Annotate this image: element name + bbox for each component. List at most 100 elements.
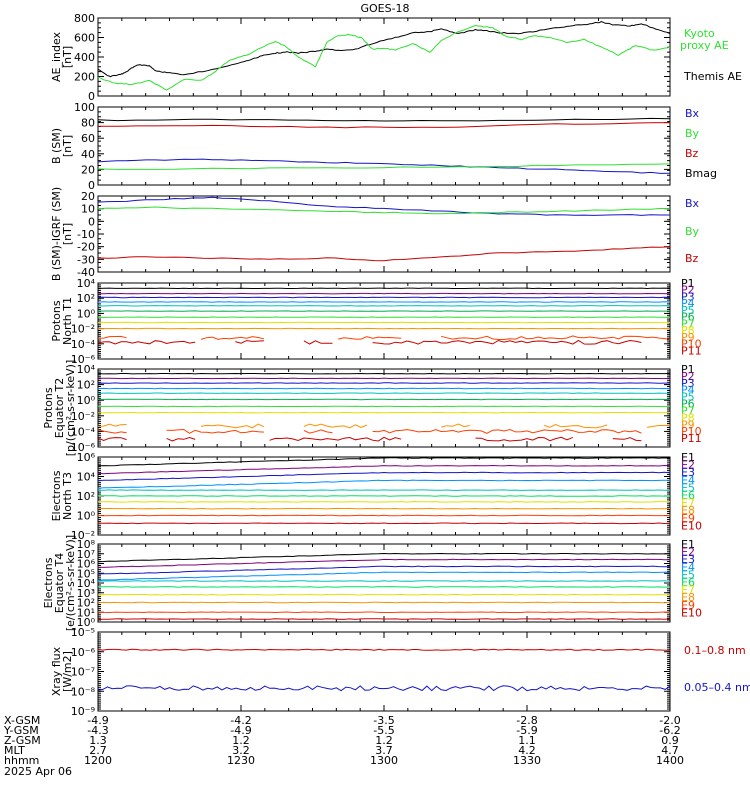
legend-label: E4 (681, 561, 695, 574)
legend-label: proxy AE (680, 39, 729, 52)
y-tick-label: 10² (77, 292, 95, 305)
y-axis-label: ProtonsNorth T1 (50, 297, 74, 345)
series-line (97, 21, 671, 78)
x-row-value: 1230 (227, 754, 255, 767)
y-tick-label: -30 (77, 253, 95, 266)
series-line (97, 514, 670, 517)
series-line (97, 601, 671, 604)
legend-label: E5 (681, 568, 695, 581)
x-row-value: 1.2 (232, 734, 250, 747)
legend-label: E10 (681, 519, 702, 532)
y-axis-label: Xray flux[W/m2] (50, 646, 74, 696)
x-row-value: -2.0 (659, 714, 680, 727)
legend-label: By (685, 127, 700, 140)
series-line (97, 685, 671, 692)
y-axis-label-line: [W/m2] (61, 651, 74, 692)
legend-label: Bz (685, 147, 699, 160)
y-axis-label-line: [nT] (61, 223, 74, 245)
series-line (97, 423, 127, 427)
x-row-name: Z-GSM (4, 734, 41, 747)
series-line (97, 558, 670, 568)
series-line (97, 571, 671, 581)
y-tick-label: 20 (81, 190, 95, 203)
x-row-name: MLT (4, 744, 25, 757)
y-axis-label-line: B (SM)-IGRF (SM) (50, 187, 63, 281)
y-tick-label: -20 (77, 241, 95, 254)
legend-label: E4 (681, 474, 695, 487)
y-tick-label: -10 (77, 228, 95, 241)
legend-label: P2 (681, 370, 695, 383)
y-axis-label-line: Electrons (50, 470, 63, 521)
y-tick-label: 60 (81, 132, 95, 145)
series-line (97, 163, 671, 170)
y-tick-label: 10⁶ (77, 451, 96, 464)
series-line (97, 292, 671, 295)
x-row-value: 4.7 (661, 744, 679, 757)
y-tick-label: 10² (77, 379, 95, 392)
y-axis-label-line: North T1 (61, 297, 74, 345)
series-line (200, 336, 265, 340)
legend-label: P4 (681, 384, 695, 397)
legend-label: P6 (681, 398, 695, 411)
series-line (166, 428, 264, 434)
series-line (97, 507, 671, 510)
panel-7: 10⁸10⁷10⁶10⁵10⁴10³10²10¹10⁰ElectronsEqua… (42, 535, 702, 631)
y-tick-label: 10³ (77, 587, 95, 600)
legend-label: Bx (685, 197, 700, 210)
y-axis-label-line: [nT] (61, 135, 74, 157)
y-tick-label: 100 (74, 101, 95, 114)
x-row-value: 1330 (513, 754, 541, 767)
legend-label: P2 (681, 284, 695, 297)
y-axis-label-line: Equator T2 (53, 378, 66, 438)
legend-label: E10 (681, 606, 702, 619)
panel-4: 10⁴ 10² 10⁰ 10⁻² 10⁻⁴ 10⁻⁶ ProtonsNorth T1 P1P2… (50, 277, 702, 366)
y-tick-label: 10⁻⁶ (71, 353, 96, 366)
y-tick-label: 0 (88, 179, 95, 192)
legend-label: P6 (681, 311, 695, 324)
series-line (98, 586, 671, 588)
panel-2: 0 20 40 60 80 100 B (SM)[nT] Bx By Bz Bmag (50, 101, 717, 192)
y-tick-label: 10⁰ (77, 510, 96, 523)
series-line (166, 436, 196, 442)
y-tick-label: 10⁸ (77, 538, 96, 551)
y-tick-label: 10² (77, 490, 95, 503)
legend-label: P7 (681, 317, 695, 330)
y-tick-label: 10⁻⁶ (71, 646, 96, 659)
series-line (97, 335, 127, 339)
series-line (372, 428, 642, 434)
date-label: 2025 Apr 06 (4, 765, 72, 778)
legend-label: E1 (681, 451, 695, 464)
series-line (303, 429, 333, 434)
series-line (612, 437, 642, 442)
y-tick-label: 10⁴ (77, 277, 96, 290)
x-row-name: X-GSM (4, 714, 40, 727)
series-line (97, 457, 671, 467)
x-row-value: -4.9 (87, 714, 108, 727)
y-tick-label: 10⁴ (77, 363, 96, 376)
legend-label: Bz (685, 252, 699, 265)
y-tick-label: 10⁶ (77, 558, 96, 571)
y-tick-label: 10⁵ (77, 567, 95, 580)
y-tick-label: 10⁻⁵ (71, 626, 95, 639)
legend-label: Bx (685, 107, 700, 120)
series-line (97, 471, 671, 482)
y-axis-label-line: Protons (42, 387, 55, 428)
legend-label: P3 (681, 377, 695, 390)
y-axis-label: ElectronsNorth T3 (50, 470, 74, 521)
series-line (647, 424, 671, 428)
legend-label: P10 (681, 338, 702, 351)
y-axis-label-line: Electrons (42, 557, 55, 608)
legend-label: E9 (681, 512, 695, 525)
series-line (303, 340, 333, 345)
series-line (97, 392, 671, 394)
series-line (97, 296, 671, 299)
y-tick-label: 10⁻⁶ (71, 441, 96, 454)
legend-label: P11 (681, 432, 702, 445)
y-tick-label: 10 (81, 203, 95, 216)
x-row-value: -2.8 (516, 714, 537, 727)
series-line (338, 336, 402, 340)
x-row-value: 4.2 (518, 744, 536, 757)
